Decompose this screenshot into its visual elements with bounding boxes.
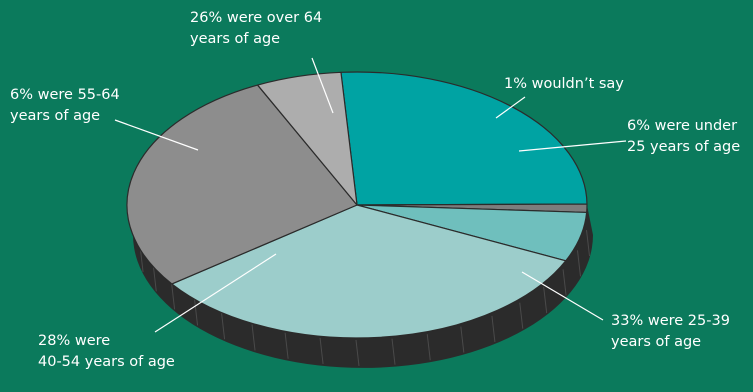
leader-line-1 [495, 96, 526, 119]
slice-label-under-25-line1: 6% were under [627, 118, 738, 134]
side-hatch-line [426, 334, 431, 361]
pie-side-wall [127, 205, 593, 368]
side-hatch-line [562, 269, 567, 296]
side-hatch-line [221, 313, 226, 340]
slice-label-25-39: 33% were 25-39 years of age [611, 311, 730, 353]
pie-slices [126, 71, 588, 339]
side-hatch-line [576, 250, 581, 277]
pie-leader-lines [114, 57, 627, 333]
side-hatch-line [251, 324, 256, 351]
side-hatch-line [355, 339, 360, 367]
slice-label-25-39-line1: 33% were 25-39 [611, 313, 730, 329]
slice-label-55-64-line1: 6% were 55-64 [10, 87, 120, 103]
side-hatch-line [586, 230, 591, 257]
leader-line-0 [311, 57, 334, 114]
slice-label-40-54-line2: 40-54 years of age [38, 354, 175, 370]
side-hatch-line [543, 286, 548, 314]
slice-label-40-54-line1: 28% were [38, 333, 111, 349]
slice-label-over-64: 26% were over 64 years of age [190, 8, 322, 50]
pie-slice-5 [257, 71, 358, 206]
leader-line-3 [521, 271, 604, 321]
side-hatch-line [319, 337, 324, 365]
slice-label-wouldnt-say-line1: 1% wouldn’t say [504, 76, 624, 92]
side-hatch-line [152, 265, 157, 292]
pie-side-wall-shape [127, 205, 593, 368]
side-hatch-line [491, 315, 496, 343]
slice-label-over-64-line2: years of age [190, 31, 281, 47]
slice-label-55-64: 6% were 55-64 years of age [10, 85, 120, 127]
slice-label-40-54: 28% were 40-54 years of age [38, 331, 175, 373]
side-hatch-line [391, 338, 396, 365]
slice-label-wouldnt-say: 1% wouldn’t say [504, 74, 624, 95]
leader-line-4 [154, 253, 277, 333]
side-hatch-line [460, 326, 465, 353]
side-hatch-line [284, 332, 289, 359]
side-hatch-line [171, 283, 176, 310]
pie-slice-3 [171, 204, 567, 339]
leader-line-2 [518, 140, 627, 152]
leader-line-5 [114, 119, 199, 151]
slice-label-under-25-line2: 25 years of age [627, 139, 741, 155]
pie-slice-4 [126, 84, 358, 285]
slice-label-25-39-line2: years of age [611, 334, 702, 350]
slice-label-under-25: 6% were under 25 years of age [627, 116, 740, 158]
slice-label-55-64-line2: years of age [10, 108, 101, 124]
slice-label-over-64-line1: 26% were over 64 [190, 10, 323, 26]
side-hatch-line [194, 299, 199, 326]
side-hatch-line [519, 302, 524, 329]
pie-slice-0 [340, 71, 588, 206]
